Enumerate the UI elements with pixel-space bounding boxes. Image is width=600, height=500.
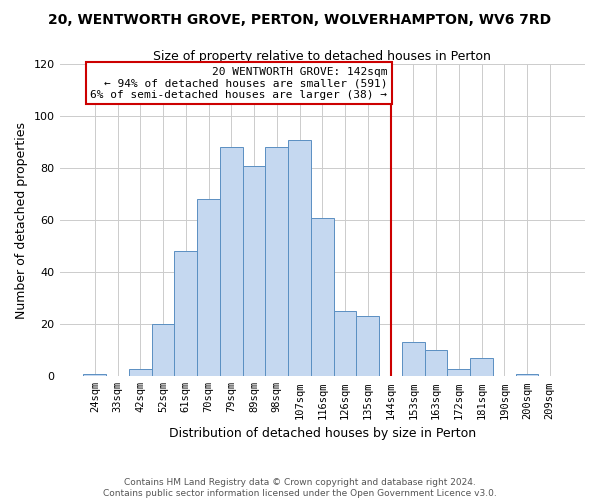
- Bar: [425, 350, 448, 376]
- Bar: [311, 218, 334, 376]
- Bar: [334, 312, 356, 376]
- Text: Contains HM Land Registry data © Crown copyright and database right 2024.
Contai: Contains HM Land Registry data © Crown c…: [103, 478, 497, 498]
- Bar: [220, 148, 242, 376]
- Bar: [470, 358, 493, 376]
- Bar: [288, 140, 311, 376]
- X-axis label: Distribution of detached houses by size in Perton: Distribution of detached houses by size …: [169, 427, 476, 440]
- Title: Size of property relative to detached houses in Perton: Size of property relative to detached ho…: [154, 50, 491, 63]
- Bar: [515, 374, 538, 376]
- Bar: [402, 342, 425, 376]
- Bar: [197, 200, 220, 376]
- Bar: [129, 368, 152, 376]
- Bar: [448, 368, 470, 376]
- Bar: [356, 316, 379, 376]
- Y-axis label: Number of detached properties: Number of detached properties: [15, 122, 28, 318]
- Bar: [152, 324, 175, 376]
- Bar: [83, 374, 106, 376]
- Bar: [265, 148, 288, 376]
- Text: 20, WENTWORTH GROVE, PERTON, WOLVERHAMPTON, WV6 7RD: 20, WENTWORTH GROVE, PERTON, WOLVERHAMPT…: [49, 12, 551, 26]
- Text: 20 WENTWORTH GROVE: 142sqm
← 94% of detached houses are smaller (591)
6% of semi: 20 WENTWORTH GROVE: 142sqm ← 94% of deta…: [90, 67, 387, 100]
- Bar: [175, 252, 197, 376]
- Bar: [242, 166, 265, 376]
